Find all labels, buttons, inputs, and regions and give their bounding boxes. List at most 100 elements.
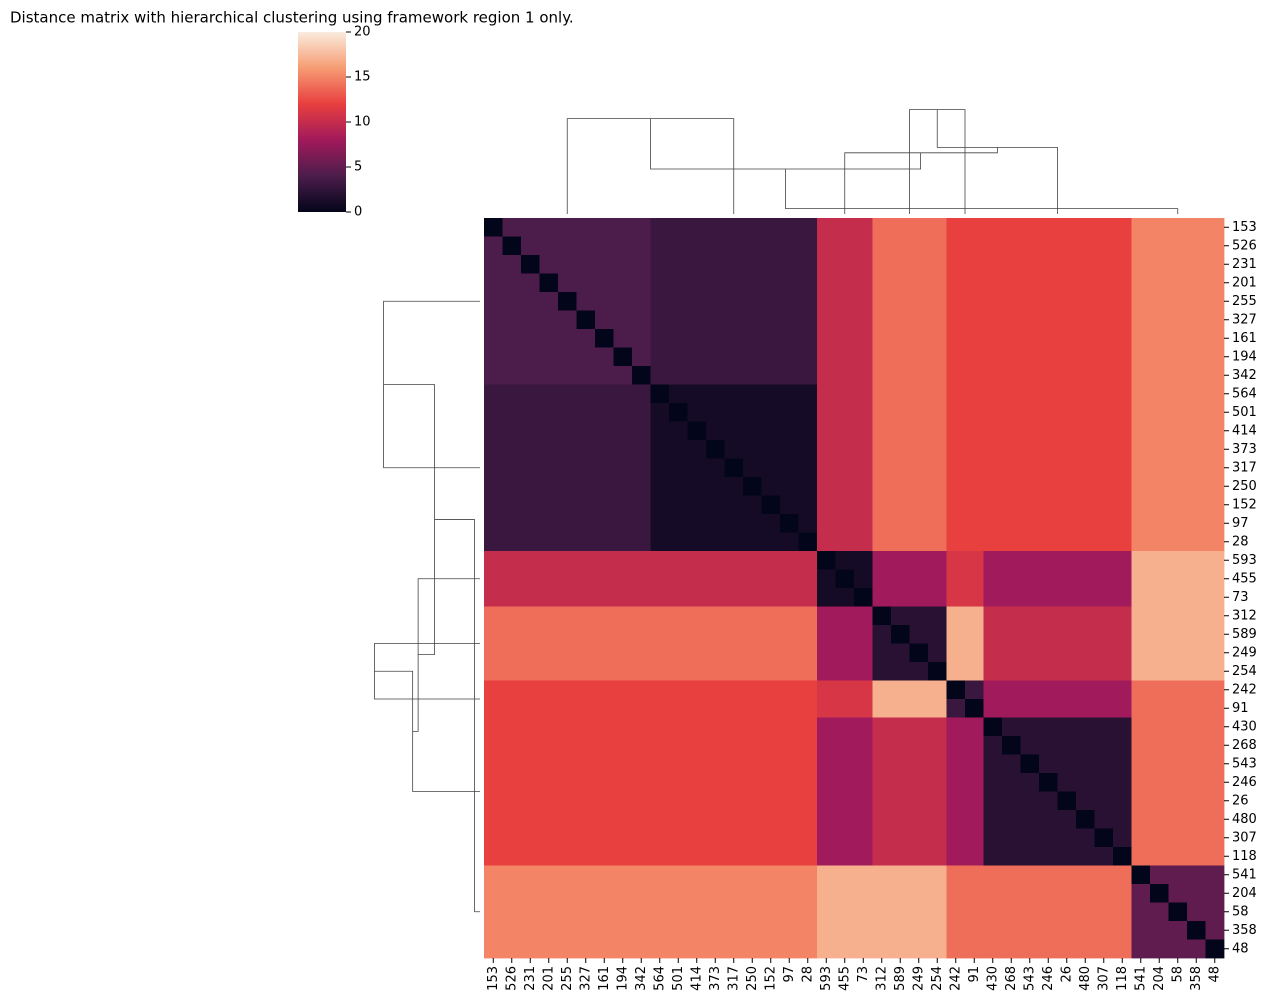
heatmap-cell xyxy=(539,273,559,293)
heatmap-cell xyxy=(632,255,651,274)
heatmap-cell xyxy=(1057,477,1077,496)
heatmap-cell xyxy=(946,532,966,552)
heatmap-cell xyxy=(854,403,873,422)
heatmap-cell xyxy=(1094,847,1114,866)
heatmap-cell xyxy=(909,495,929,515)
heatmap-cell xyxy=(946,754,966,774)
heatmap-cell xyxy=(706,347,725,367)
heatmap-cell xyxy=(595,588,614,607)
heatmap-cell xyxy=(872,292,892,311)
heatmap-cell xyxy=(1131,366,1151,385)
heatmap-cell xyxy=(706,810,725,829)
heatmap-cell xyxy=(502,847,522,866)
heatmap-cell xyxy=(946,329,966,348)
heatmap-cell xyxy=(965,643,984,663)
heatmap-cell xyxy=(835,421,855,441)
heatmap-cell xyxy=(539,310,559,330)
heatmap-cell xyxy=(502,329,522,348)
heatmap-cell xyxy=(1168,310,1188,330)
heatmap-cell xyxy=(632,551,651,570)
heatmap-cell xyxy=(965,921,984,940)
heatmap-cell xyxy=(1002,273,1021,293)
heatmap-cell xyxy=(854,588,873,607)
heatmap-cell xyxy=(521,458,540,478)
heatmap-cell xyxy=(909,847,929,866)
heatmap-cell xyxy=(539,606,559,626)
heatmap-cell xyxy=(613,569,633,589)
column-dendrogram xyxy=(566,109,1179,214)
heatmap-cell xyxy=(1168,366,1188,385)
heatmap-cell xyxy=(558,828,577,848)
heatmap-cell xyxy=(817,865,836,885)
heatmap-cell xyxy=(1113,921,1132,940)
heatmap-cell xyxy=(724,310,744,330)
heatmap-cell xyxy=(1094,606,1114,626)
heatmap-cell xyxy=(1187,791,1206,811)
heatmap-cell xyxy=(1002,440,1021,459)
y-tick-label: 28 xyxy=(1232,534,1249,549)
heatmap-cell xyxy=(1187,551,1206,570)
colorbar-tick-label: 0 xyxy=(354,205,362,220)
heatmap-cell xyxy=(798,514,818,533)
heatmap-cell xyxy=(965,606,984,626)
heatmap-cell xyxy=(1002,791,1021,811)
heatmap-cell xyxy=(1039,477,1058,496)
heatmap-cell xyxy=(817,532,836,552)
heatmap-cell xyxy=(798,884,818,903)
x-tick-label: 249 xyxy=(911,966,926,991)
heatmap-cell xyxy=(613,532,633,552)
heatmap-cell xyxy=(1113,754,1132,774)
dendrogram-link xyxy=(434,519,480,913)
heatmap-cell xyxy=(743,236,762,256)
heatmap-cell xyxy=(854,939,873,959)
heatmap-cell xyxy=(706,458,725,478)
dendrogram-link xyxy=(844,147,998,214)
heatmap-cell xyxy=(1057,255,1077,274)
heatmap-cell xyxy=(854,736,873,755)
heatmap-cell xyxy=(891,366,910,385)
heatmap-cell xyxy=(724,773,744,792)
heatmap-cell xyxy=(909,403,929,422)
heatmap-cell xyxy=(613,495,633,515)
x-tick-label: 255 xyxy=(560,966,575,991)
heatmap-cell xyxy=(706,551,725,570)
heatmap-cell xyxy=(780,458,799,478)
heatmap-cell xyxy=(1039,810,1058,829)
heatmap-cell xyxy=(632,773,651,792)
heatmap-cell xyxy=(613,588,633,607)
heatmap-cell xyxy=(761,754,781,774)
x-tick-label: 526 xyxy=(504,966,519,991)
heatmap-cell xyxy=(706,791,725,811)
heatmap-cell xyxy=(1187,366,1206,385)
heatmap-cell xyxy=(687,939,707,959)
heatmap-cell xyxy=(650,791,670,811)
heatmap-cell xyxy=(946,828,966,848)
heatmap-cell xyxy=(835,847,855,866)
heatmap-cell xyxy=(891,310,910,330)
heatmap-cell xyxy=(1057,810,1077,829)
heatmap-cell xyxy=(576,810,596,829)
heatmap-cell xyxy=(928,458,947,478)
heatmap-cell xyxy=(909,606,929,626)
heatmap-cell xyxy=(1094,699,1114,718)
heatmap-cell xyxy=(484,717,503,737)
heatmap-cell xyxy=(595,495,614,515)
heatmap-cell xyxy=(1205,847,1225,866)
heatmap-cell xyxy=(1020,717,1040,737)
heatmap-cell xyxy=(817,310,836,330)
heatmap-cell xyxy=(706,680,725,700)
heatmap-cell xyxy=(817,606,836,626)
x-tick-label: 373 xyxy=(708,966,723,991)
heatmap-cell xyxy=(1039,884,1058,903)
y-tick-label: 242 xyxy=(1232,682,1257,697)
heatmap-cell xyxy=(595,680,614,700)
y-tick-label: 153 xyxy=(1232,220,1257,235)
heatmap-cell xyxy=(1168,236,1188,256)
heatmap-cell xyxy=(613,329,633,348)
heatmap-cell xyxy=(1187,477,1206,496)
heatmap-cell xyxy=(539,347,559,367)
heatmap-cell xyxy=(835,606,855,626)
heatmap-cell xyxy=(687,477,707,496)
heatmap-cell xyxy=(632,569,651,589)
heatmap-cell xyxy=(1131,292,1151,311)
